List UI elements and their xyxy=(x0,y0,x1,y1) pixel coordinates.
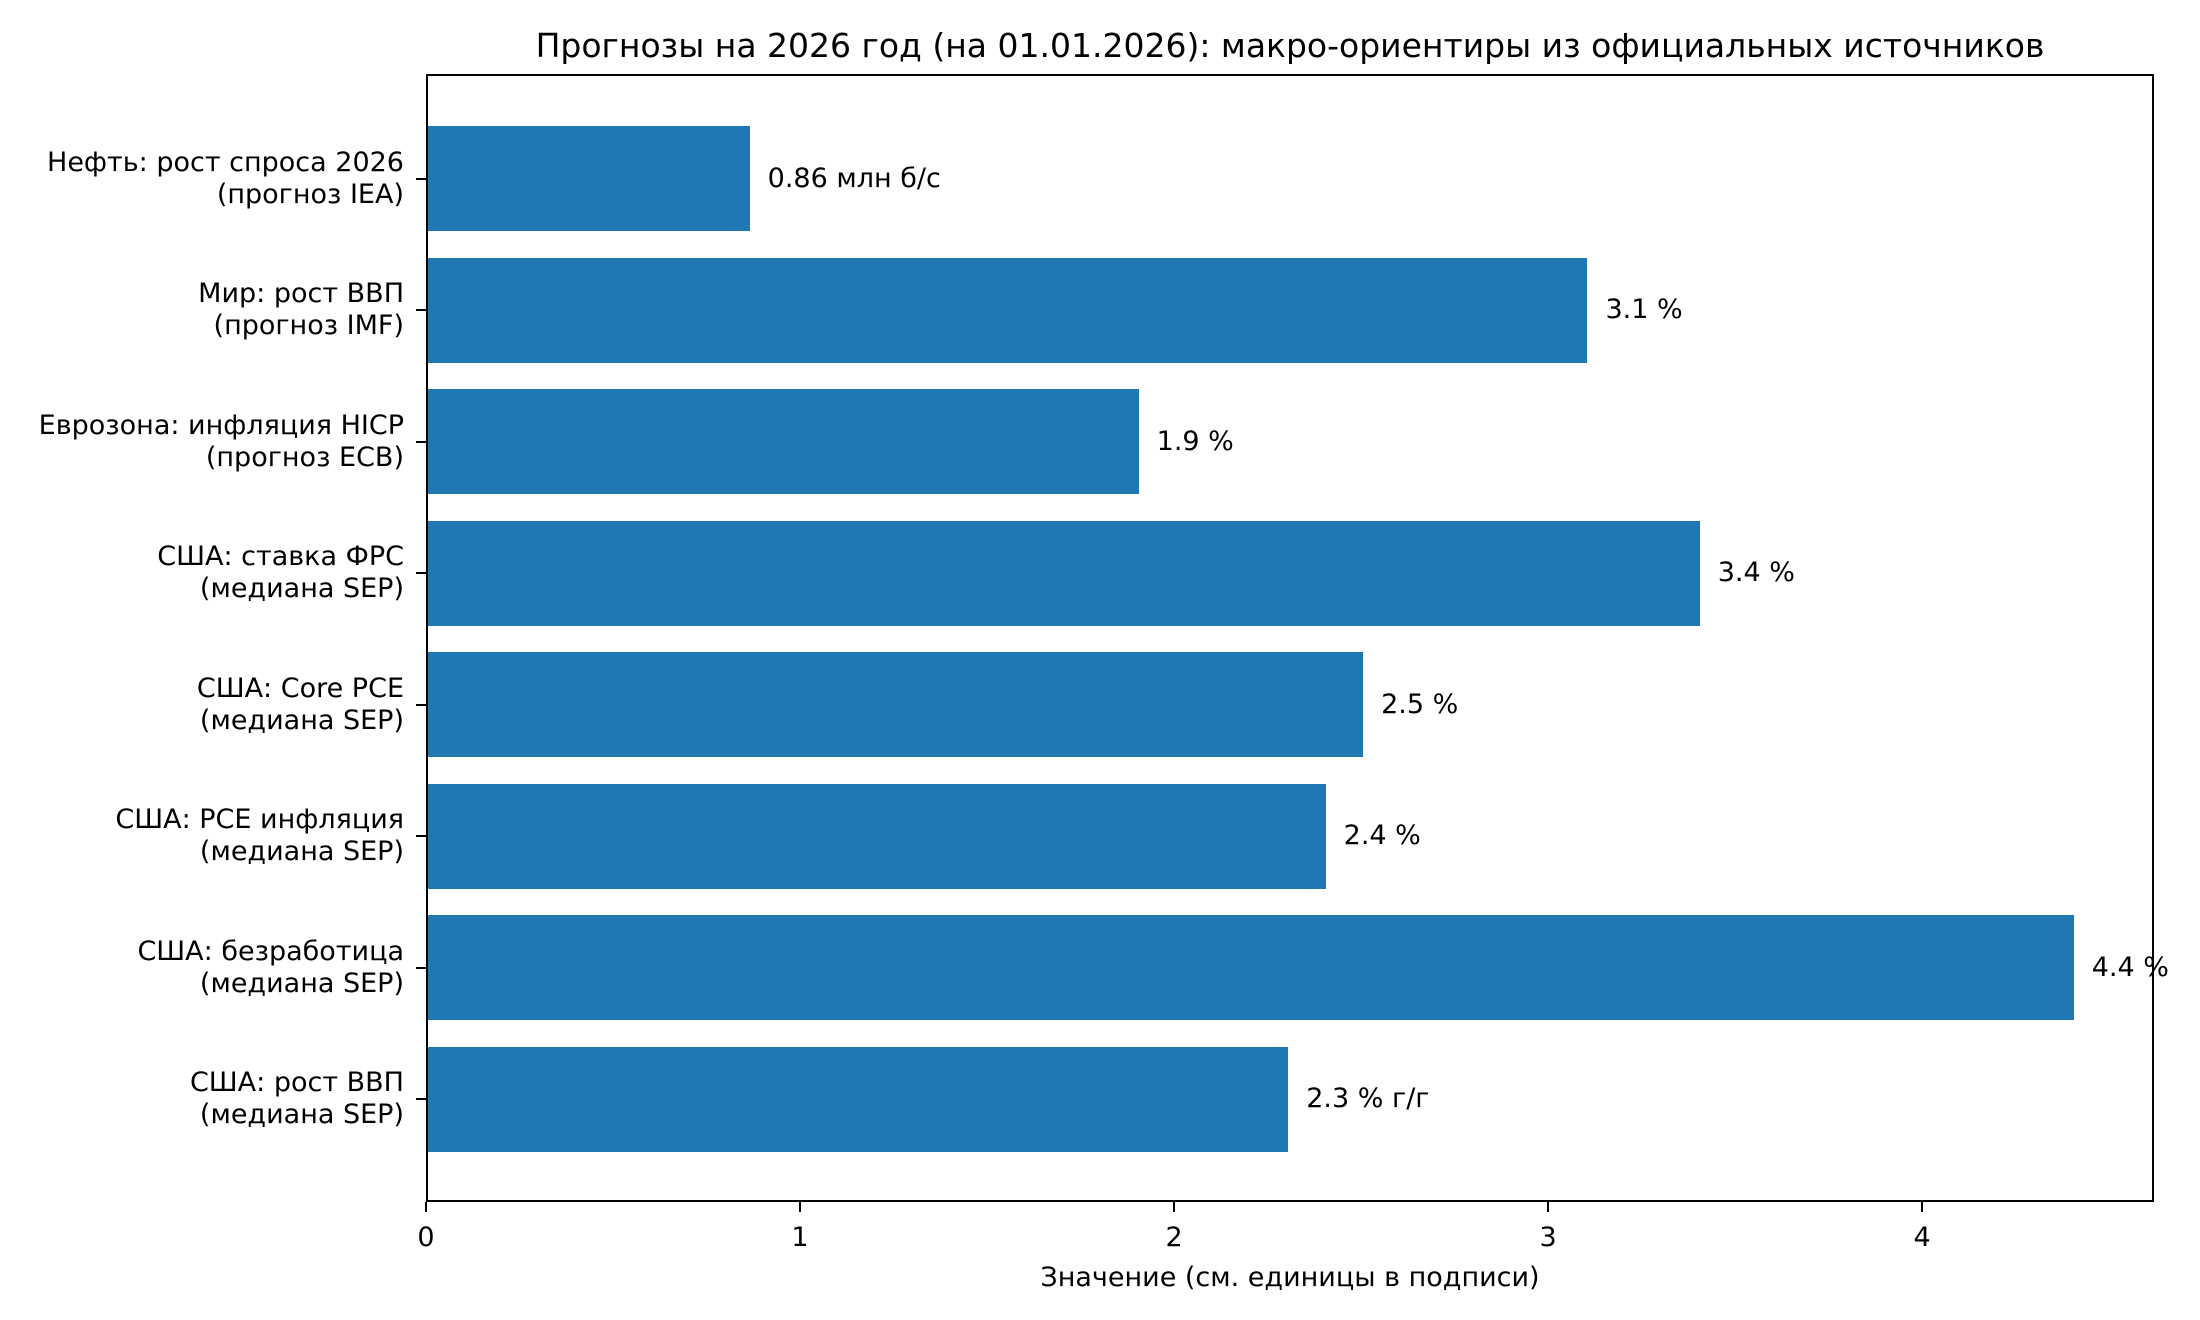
bar-value-label: 1.9 % xyxy=(1156,425,1234,457)
y-tick-label: США: Core PCE (медиана SEP) xyxy=(197,673,404,738)
bar-value-label: 3.1 % xyxy=(1605,294,1683,325)
x-tick xyxy=(425,1202,427,1212)
y-tick xyxy=(416,440,426,443)
x-tick xyxy=(1547,1202,1550,1212)
x-tick-label: 1 xyxy=(791,1222,809,1253)
category-name: Мир: рост ВВП xyxy=(198,278,404,309)
category-source: (медиана SEP) xyxy=(199,573,404,605)
plot-area xyxy=(426,74,2154,1202)
bar xyxy=(428,783,1326,889)
bar-value-label: 4.4 % xyxy=(2091,951,2169,983)
bar xyxy=(428,257,1588,363)
category-source: (прогноз IMF) xyxy=(213,310,404,342)
category-source: (медиана SEP) xyxy=(199,967,404,999)
category-source: (медиана SEP) xyxy=(199,1099,404,1131)
category-source: (прогноз IEA) xyxy=(216,178,404,210)
bar xyxy=(428,652,1364,757)
y-tick-label: Еврозона: инфляция HICP (прогноз ECB) xyxy=(39,410,404,475)
y-tick xyxy=(416,703,426,706)
y-tick xyxy=(416,1098,426,1100)
bar-value-label: 2.3 % г/г xyxy=(1306,1083,1430,1114)
y-tick xyxy=(416,309,426,311)
category-name: США: PCE инфляция xyxy=(115,804,404,835)
x-axis-label: Значение (см. единицы в подписи) xyxy=(1040,1262,1540,1293)
category-name: Еврозона: инфляция HICP xyxy=(38,409,404,441)
y-tick xyxy=(416,177,426,180)
category-name: США: рост ВВП xyxy=(189,1067,404,1098)
category-name: США: ставка ФРС xyxy=(157,541,404,572)
bar xyxy=(428,915,2074,1020)
bar xyxy=(428,1046,1289,1152)
y-tick-label: Нефть: рост спроса 2026 (прогноз IEA) xyxy=(47,147,404,212)
bar-value-label: 0.86 млн б/с xyxy=(767,162,941,194)
category-source: (медиана SEP) xyxy=(199,704,404,736)
chart-title: Прогнозы на 2026 год (на 01.01.2026): ма… xyxy=(535,26,2045,65)
y-tick-label: США: безработица (медиана SEP) xyxy=(137,936,404,1001)
y-tick xyxy=(416,966,426,969)
bar-value-label: 2.4 % xyxy=(1343,820,1421,851)
category-source: (прогноз ECB) xyxy=(205,441,404,473)
bar xyxy=(428,520,1700,626)
x-tick-label: 3 xyxy=(1539,1222,1557,1253)
x-tick xyxy=(1921,1202,1924,1212)
category-source: (медиана SEP) xyxy=(199,836,404,868)
x-tick-label: 0 xyxy=(417,1222,435,1253)
y-tick-label: США: PCE инфляция (медиана SEP) xyxy=(115,804,404,869)
bar-value-label: 2.5 % xyxy=(1381,688,1459,720)
y-tick xyxy=(416,572,426,574)
x-tick-label: 4 xyxy=(1913,1222,1931,1253)
category-name: США: безработица xyxy=(137,935,404,967)
y-tick-label: США: рост ВВП (медиана SEP) xyxy=(190,1067,404,1132)
y-tick xyxy=(416,835,426,837)
x-tick-label: 2 xyxy=(1165,1222,1183,1253)
x-tick xyxy=(799,1202,802,1212)
bar-value-label: 3.4 % xyxy=(1717,557,1795,588)
bar xyxy=(428,126,750,231)
category-name: США: Core PCE xyxy=(196,672,404,704)
y-tick-label: Мир: рост ВВП (прогноз IMF) xyxy=(198,278,404,343)
bar xyxy=(428,389,1139,494)
y-tick-label: США: ставка ФРС (медиана SEP) xyxy=(157,541,404,606)
category-name: Нефть: рост спроса 2026 xyxy=(47,146,404,178)
x-tick xyxy=(1173,1202,1176,1212)
